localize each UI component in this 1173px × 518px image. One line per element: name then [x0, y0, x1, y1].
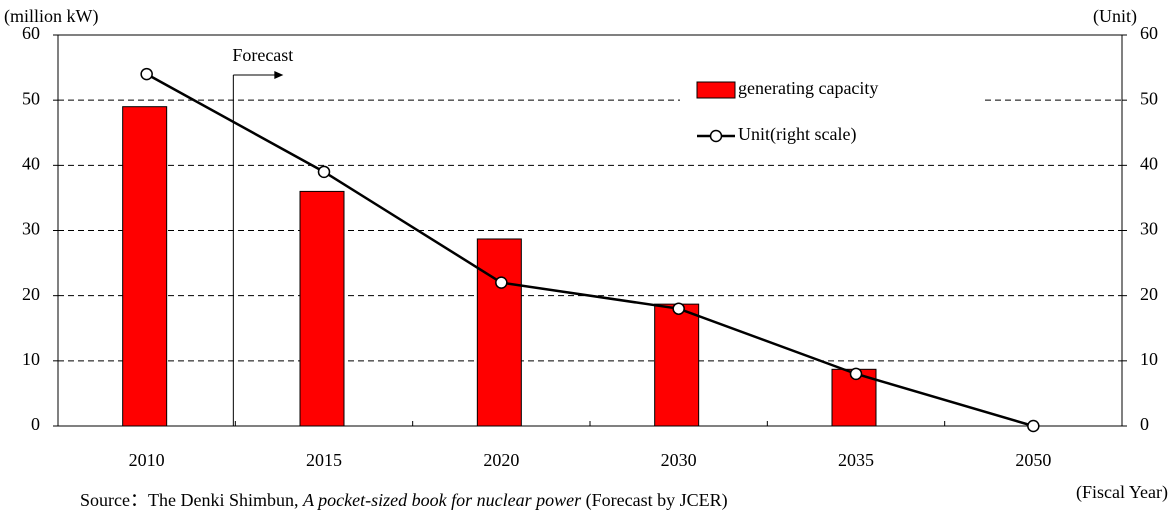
x-axis-label: (Fiscal Year)	[1076, 482, 1168, 503]
y2-tick-label: 50	[1140, 88, 1158, 108]
y2-tick-label: 40	[1140, 153, 1158, 173]
x-tick-label: 2015	[306, 450, 342, 470]
line-marker	[495, 276, 508, 289]
y2-tick-label: 20	[1140, 284, 1158, 304]
source: Source：The Denki Shimbun, A pocket-sized…	[80, 490, 728, 511]
y-tick-label: 20	[22, 284, 40, 304]
line-marker	[849, 367, 863, 381]
y2-tick-label: 60	[1140, 23, 1158, 43]
bar	[654, 303, 700, 427]
x-tick-label: 2030	[661, 450, 697, 470]
line-marker	[317, 165, 331, 179]
y-tick-label: 50	[22, 88, 40, 108]
y2-tick-label: 0	[1140, 414, 1149, 434]
y-tick-label: 10	[22, 349, 40, 369]
y-tick-label: 40	[22, 153, 40, 173]
y2-axis-label: (Unit)	[1093, 6, 1137, 27]
legend-label: Unit(right scale)	[738, 124, 856, 145]
bar	[122, 106, 168, 427]
bar	[299, 190, 345, 427]
y2-tick-label: 30	[1140, 219, 1158, 239]
x-tick-label: 2035	[838, 450, 874, 470]
source-italic: A pocket-sized book for nuclear power	[302, 490, 582, 510]
annotation: Forecast	[232, 45, 293, 65]
y-tick-label: 60	[22, 23, 40, 43]
y2-tick-label: 10	[1140, 349, 1158, 369]
x-tick-label: 2050	[1015, 450, 1051, 470]
line-marker	[140, 67, 153, 81]
source-prefix: Source：The Denki Shimbun,	[80, 490, 303, 510]
x-tick-label: 2020	[483, 450, 519, 470]
legend-swatch-marker	[709, 129, 723, 143]
line-marker	[672, 302, 685, 315]
x-tick-label: 2010	[129, 450, 165, 470]
line-marker	[1027, 419, 1040, 433]
source-suffix: (Forecast by JCER)	[581, 490, 727, 511]
y-tick-label: 0	[31, 414, 40, 434]
legend: generating capacity Unit(right scale)	[696, 78, 878, 145]
y-tick-label: 30	[22, 219, 40, 239]
y-axis-label: (million kW)	[4, 6, 98, 27]
legend-swatch	[696, 81, 736, 99]
legend-label: generating capacity	[738, 78, 878, 98]
forecast-arrowhead	[274, 71, 284, 79]
bar	[476, 238, 522, 427]
line	[146, 73, 1034, 428]
